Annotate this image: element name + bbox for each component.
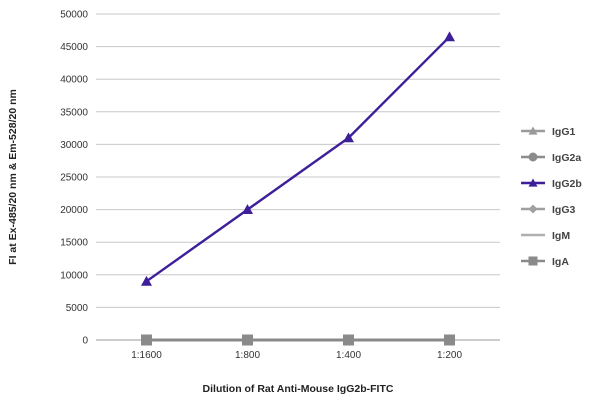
legend: IgG1 IgG2a IgG2b IgG3 IgM IgA [521, 126, 582, 268]
data-point [343, 132, 354, 143]
legend-label: IgA [552, 256, 569, 268]
y-axis-ticks: 0 5000 10000 15000 20000 25000 30000 35000 40000… [60, 10, 88, 347]
x-axis-ticks: 1:1600 1:800 1:400 1:200 [131, 350, 462, 361]
x-tick-label: 1:800 [235, 350, 260, 361]
data-point [444, 334, 455, 346]
y-axis-title: FI at Ex-485/20 nm & Em-528/20 nm [7, 89, 19, 265]
series-line [145, 35, 451, 283]
x-tick-label: 1:200 [437, 350, 462, 361]
y-tick-label: 25000 [60, 173, 88, 184]
y-tick-label: 30000 [60, 140, 88, 151]
series-iga [141, 334, 455, 346]
y-tick-label: 45000 [60, 42, 88, 53]
data-point [141, 275, 152, 286]
y-tick-label: 40000 [60, 75, 88, 86]
y-tick-label: 5000 [66, 303, 89, 314]
data-point [444, 31, 455, 42]
x-tick-label: 1:1600 [131, 350, 162, 361]
legend-label: IgM [552, 230, 570, 242]
y-tick-label: 0 [82, 336, 88, 347]
series-layer [141, 31, 455, 346]
data-point [141, 334, 152, 346]
legend-item: IgG3 [521, 204, 575, 216]
data-point [242, 334, 253, 346]
x-tick-label: 1:400 [336, 350, 361, 361]
legend-item: IgG2a [521, 152, 581, 164]
data-point [242, 204, 253, 214]
legend-item: IgG2b [521, 178, 582, 190]
legend-label: IgG3 [552, 204, 575, 216]
y-tick-label: 35000 [60, 107, 88, 118]
legend-label: IgG1 [552, 126, 575, 138]
legend-item: IgG1 [521, 126, 575, 138]
legend-item: IgA [521, 256, 569, 268]
legend-item: IgM [521, 230, 570, 242]
legend-label: IgG2a [552, 152, 581, 164]
y-tick-label: 10000 [60, 270, 88, 281]
legend-label: IgG2b [552, 178, 582, 190]
y-tick-label: 20000 [60, 205, 88, 216]
legend-marker [528, 152, 538, 162]
series-igg2b [141, 31, 455, 286]
legend-marker [528, 204, 538, 214]
legend-marker [528, 126, 538, 135]
x-axis-title: Dilution of Rat Anti-Mouse IgG2b-FITC [203, 383, 394, 395]
legend-marker [528, 178, 538, 187]
data-point [343, 334, 354, 346]
y-tick-label: 50000 [60, 10, 88, 21]
legend-marker [528, 256, 538, 266]
gridlines [96, 13, 500, 308]
y-tick-label: 15000 [60, 238, 88, 249]
